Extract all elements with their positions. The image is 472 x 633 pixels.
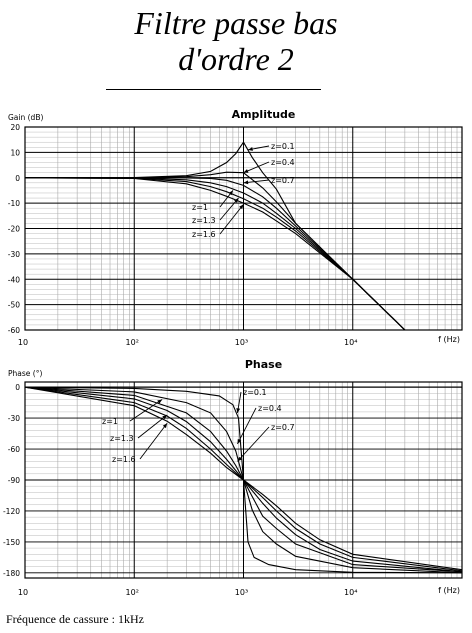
y-tick-label: -180 bbox=[3, 569, 20, 578]
series-label: z=0.4 bbox=[271, 158, 295, 167]
series-label: z=1 bbox=[192, 203, 208, 212]
y-tick-label: -40 bbox=[8, 275, 20, 284]
x-tick-label: 10 bbox=[18, 588, 28, 597]
y-tick-label: -150 bbox=[3, 538, 20, 547]
phase-series-line bbox=[25, 386, 462, 571]
y-tick-label: -120 bbox=[3, 507, 20, 516]
amplitude-series-line bbox=[25, 177, 406, 330]
phase-title: Phase bbox=[245, 358, 282, 371]
series-arrowhead bbox=[236, 408, 241, 413]
plot-frame bbox=[24, 381, 463, 579]
y-tick-label: -60 bbox=[8, 445, 20, 454]
y-tick-label: -10 bbox=[8, 199, 20, 208]
series-arrowhead bbox=[157, 399, 163, 404]
page-title-line-2: d'ordre 2 bbox=[178, 41, 294, 77]
series-label: z=1.3 bbox=[192, 216, 216, 225]
y-tick-label: -20 bbox=[8, 225, 20, 234]
y-tick-label: 0 bbox=[15, 174, 20, 183]
series-arrowhead bbox=[237, 438, 242, 444]
series-arrow bbox=[243, 161, 270, 174]
series-arrowhead bbox=[243, 169, 249, 173]
y-tick-label: -90 bbox=[8, 476, 20, 485]
y-axis-label: Gain (dB) bbox=[8, 113, 43, 122]
series-label: z=0.1 bbox=[271, 142, 295, 151]
series-arrowhead bbox=[228, 190, 233, 196]
series-label: z=1.6 bbox=[192, 230, 216, 239]
series-arrowhead bbox=[237, 456, 242, 462]
series-arrowhead bbox=[162, 423, 168, 429]
y-tick-label: -30 bbox=[8, 250, 20, 259]
x-tick-label: 10³ bbox=[235, 338, 248, 347]
page-title-line-1: Filtre passe bas bbox=[134, 5, 338, 41]
series-arrow bbox=[237, 407, 257, 445]
series-arrowhead bbox=[239, 204, 244, 210]
phase-plot: 0 -30 -60 -90 -120 -150 -180 10 10² 10³ 10⁴ Phase Ph… bbox=[3, 358, 463, 597]
x-axis-label: f (Hz) bbox=[438, 335, 460, 344]
x-tick-label: 10 bbox=[18, 338, 28, 347]
series-arrowhead bbox=[243, 180, 249, 185]
y-tick-label: -60 bbox=[8, 326, 20, 335]
amplitude-series-line bbox=[25, 171, 406, 330]
series-arrow bbox=[237, 426, 270, 462]
series-label: z=0.4 bbox=[258, 404, 282, 413]
y-axis-label: Phase (°) bbox=[8, 369, 42, 378]
amplitude-plot: 20 10 0 -10 -20 -30 -40 -50 -60 10 10² 10³ 10⁴ Amplit… bbox=[8, 108, 463, 347]
series-arrow bbox=[219, 204, 244, 235]
x-tick-label: 10² bbox=[126, 338, 139, 347]
amplitude-series-line bbox=[25, 177, 406, 330]
series-label: z=0.1 bbox=[243, 388, 267, 397]
series-label: z=1.6 bbox=[112, 455, 136, 464]
amplitude-series-line bbox=[25, 177, 406, 330]
series-label: z=1 bbox=[102, 417, 118, 426]
y-tick-label: 0 bbox=[15, 383, 20, 392]
y-tick-label: -30 bbox=[8, 414, 20, 423]
series-arrow bbox=[219, 197, 239, 221]
amplitude-title: Amplitude bbox=[232, 108, 296, 121]
series-label: z=0.7 bbox=[271, 176, 295, 185]
x-tick-label: 10⁴ bbox=[344, 338, 357, 347]
amplitude-series-line bbox=[25, 177, 406, 330]
cutoff-frequency-note: Fréquence de cassure : 1kHz bbox=[6, 612, 144, 626]
series-arrow bbox=[137, 414, 168, 439]
plot-frame bbox=[24, 126, 463, 331]
y-tick-label: -50 bbox=[8, 301, 20, 310]
x-axis-label: f (Hz) bbox=[438, 586, 460, 595]
series-arrowhead bbox=[162, 415, 168, 420]
x-tick-label: 10³ bbox=[235, 588, 248, 597]
series-label: z=0.7 bbox=[271, 423, 295, 432]
series-label: z=1.3 bbox=[110, 434, 134, 443]
series-arrowhead bbox=[248, 147, 253, 151]
y-tick-label: 20 bbox=[10, 123, 20, 132]
series-arrow bbox=[139, 422, 168, 460]
x-tick-label: 10⁴ bbox=[344, 588, 357, 597]
y-tick-label: 10 bbox=[10, 148, 20, 157]
series-arrow bbox=[129, 399, 163, 422]
x-tick-label: 10² bbox=[126, 588, 139, 597]
title-underline bbox=[106, 89, 321, 90]
series-arrowhead bbox=[234, 198, 239, 203]
